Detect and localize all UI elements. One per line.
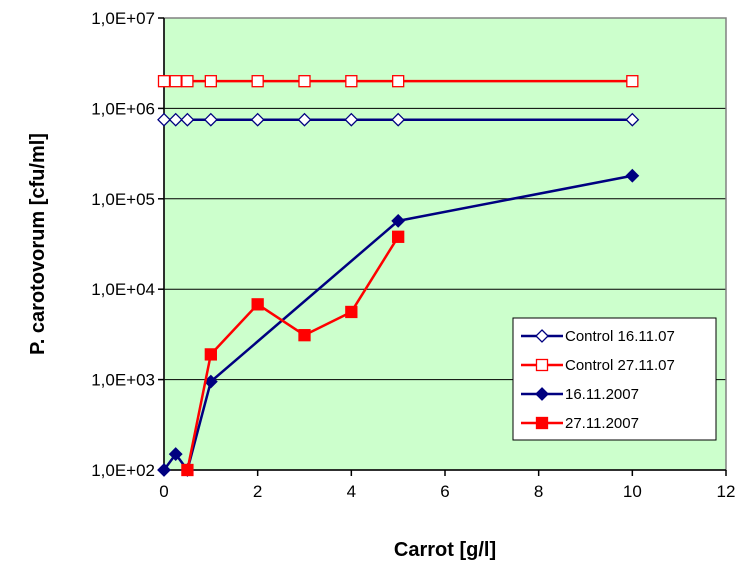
data-point <box>625 112 640 127</box>
legend-label: Control 27.11.07 <box>565 357 675 374</box>
x-tick-label: 12 <box>717 482 736 501</box>
legend-swatch-marker <box>535 329 549 343</box>
legend-item: Control 16.11.07 <box>521 328 675 345</box>
data-point <box>181 75 194 88</box>
data-point <box>181 463 194 477</box>
data-point <box>344 112 359 127</box>
y-axis-title: P. carotovorum [cfu/ml] <box>27 133 49 355</box>
x-tick-label: 8 <box>534 482 543 501</box>
legend-item: 16.11.2007 <box>521 386 639 403</box>
legend-swatch-marker <box>535 358 549 372</box>
data-point <box>204 75 217 88</box>
legend-swatch-marker <box>535 416 549 430</box>
series-4 <box>181 230 405 477</box>
data-point <box>298 75 311 88</box>
series-line <box>186 236 400 471</box>
y-tick-label: 1,0E+07 <box>91 9 155 28</box>
series-layer <box>157 75 640 477</box>
data-point <box>203 112 218 127</box>
legend: Control 16.11.07 Control 27.11.07 16.11.20… <box>512 317 717 441</box>
data-point <box>392 230 405 243</box>
x-tick-label: 4 <box>347 482 356 501</box>
data-point <box>180 112 195 127</box>
legend-item: 27.11.2007 <box>521 415 639 432</box>
x-tick-label: 6 <box>440 482 449 501</box>
x-tick-label: 2 <box>253 482 262 501</box>
data-point <box>391 112 406 127</box>
data-point <box>345 75 358 88</box>
y-tick-label: 1,0E+02 <box>91 461 155 480</box>
legend-label: Control 16.11.07 <box>565 328 675 345</box>
y-tick-label: 1,0E+03 <box>91 371 155 390</box>
x-tick-label: 10 <box>623 482 642 501</box>
data-point <box>168 112 183 127</box>
legend-item: Control 27.11.07 <box>521 357 675 374</box>
y-tick-label: 1,0E+06 <box>91 99 155 118</box>
data-point <box>157 75 171 88</box>
series-1 <box>157 112 640 127</box>
data-point <box>251 298 264 311</box>
data-point <box>204 348 217 361</box>
data-point <box>392 75 405 88</box>
data-point <box>157 112 171 127</box>
legend-label: 27.11.2007 <box>565 415 639 432</box>
x-tick-label: 0 <box>159 482 168 501</box>
data-point <box>169 75 182 88</box>
data-point <box>391 213 406 228</box>
data-point <box>625 168 640 183</box>
legend-label: 16.11.2007 <box>565 386 639 403</box>
axes: 1,0E+02 1,0E+03 1,0E+04 1,0E+05 1,0E+06 1,0E+… <box>91 9 735 501</box>
data-point <box>157 463 171 477</box>
data-point <box>250 112 265 127</box>
data-point <box>168 447 183 462</box>
y-tick-label: 1,0E+04 <box>91 280 155 299</box>
data-point <box>297 112 312 127</box>
data-point <box>251 75 264 88</box>
legend-swatch-marker <box>535 387 549 401</box>
x-axis-title: Carrot [g/l] <box>394 539 496 561</box>
data-point <box>345 305 358 319</box>
data-point <box>626 75 639 88</box>
data-point <box>298 329 311 342</box>
y-tick-label: 1,0E+05 <box>91 190 155 209</box>
series-2 <box>157 75 639 88</box>
